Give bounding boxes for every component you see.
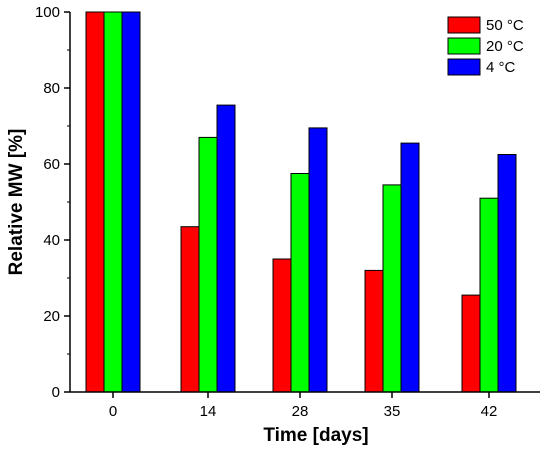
x-tick-label-42: 42 bbox=[481, 403, 498, 420]
bars-layer bbox=[85, 11, 517, 393]
bar-4C-0 bbox=[121, 11, 141, 393]
y-tick-label-40: 40 bbox=[43, 232, 60, 249]
y-tick-label-20: 20 bbox=[43, 308, 60, 325]
y-tick-label-100: 100 bbox=[35, 4, 60, 21]
legend-label-4C: 4 °C bbox=[486, 59, 516, 76]
y-tick-label-0: 0 bbox=[52, 384, 60, 401]
bar-20C-28 bbox=[290, 173, 310, 393]
legend-swatch-4C bbox=[447, 58, 481, 76]
y-tick-label-80: 80 bbox=[43, 80, 60, 97]
bar-20C-0 bbox=[103, 11, 123, 393]
legend-swatch-20C bbox=[447, 37, 481, 55]
bar-50C-14 bbox=[180, 226, 200, 393]
bar-50C-42 bbox=[461, 294, 481, 393]
ticks-layer: 0 20 40 60 80 100 0 14 28 35 42 bbox=[35, 4, 497, 420]
x-tick-label-35: 35 bbox=[384, 403, 401, 420]
bar-4C-42 bbox=[497, 154, 517, 393]
bar-20C-14 bbox=[198, 136, 218, 393]
bar-50C-28 bbox=[272, 258, 292, 393]
legend-label-50C: 50 °C bbox=[486, 17, 524, 34]
x-tick-label-0: 0 bbox=[109, 403, 117, 420]
bar-50C-0 bbox=[85, 11, 105, 393]
bar-20C-35 bbox=[382, 184, 402, 393]
legend-label-20C: 20 °C bbox=[486, 38, 524, 55]
x-tick-label-14: 14 bbox=[200, 403, 217, 420]
bar-4C-35 bbox=[400, 142, 420, 393]
bar-4C-14 bbox=[216, 104, 236, 393]
x-axis-title: Time [days] bbox=[263, 425, 368, 446]
x-tick-label-28: 28 bbox=[292, 403, 309, 420]
bar-50C-35 bbox=[364, 269, 384, 393]
y-axis-title: Relative MW [%] bbox=[6, 129, 27, 276]
legend-swatch-50C bbox=[447, 16, 481, 34]
y-tick-label-60: 60 bbox=[43, 156, 60, 173]
bar-20C-42 bbox=[479, 197, 499, 393]
legend: 50 °C 20 °C 4 °C bbox=[447, 16, 524, 76]
bar-4C-28 bbox=[308, 127, 328, 393]
